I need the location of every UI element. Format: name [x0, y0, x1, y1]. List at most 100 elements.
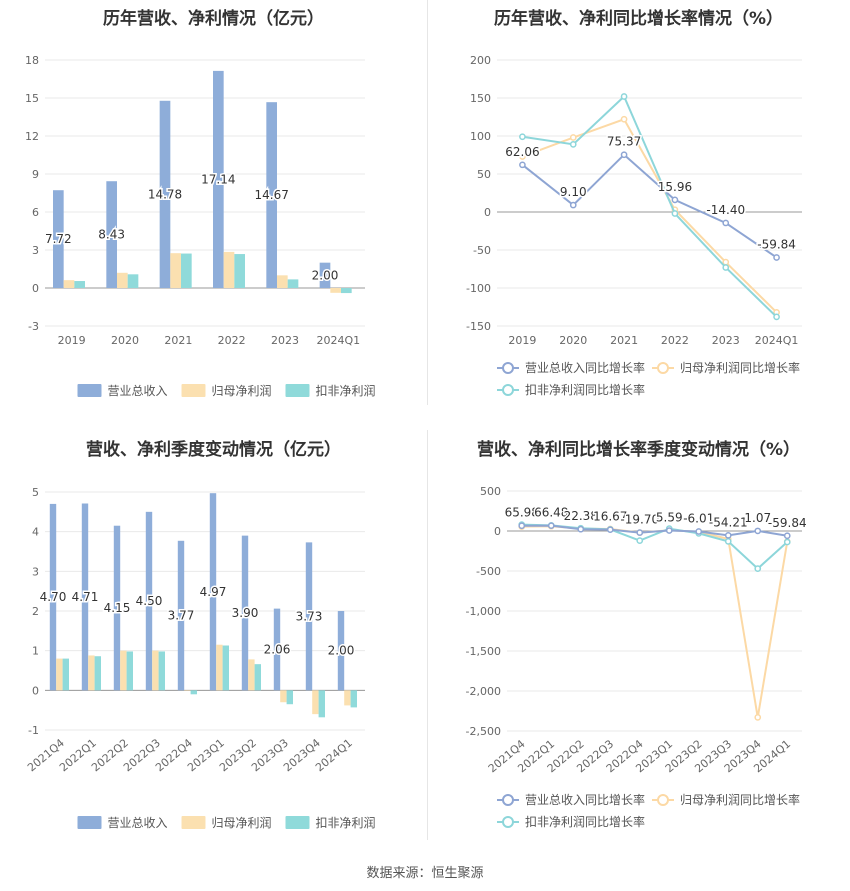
y-tick-label: 2: [32, 605, 39, 618]
data-point: [519, 133, 526, 141]
x-tick-label: 2019: [508, 334, 536, 347]
data-point: [620, 151, 628, 159]
bar: [341, 288, 352, 294]
x-tick-label: 2021: [610, 334, 638, 347]
bar: [170, 253, 181, 288]
bar: [94, 656, 101, 691]
data-label: 75.37: [607, 135, 641, 149]
bar: [56, 658, 63, 691]
legend-label: 归母净利润: [212, 384, 272, 398]
data-label: 15.96: [658, 180, 692, 194]
x-tick-label: 2019: [58, 334, 86, 347]
data-point: [724, 538, 732, 545]
data-point: [754, 527, 762, 535]
data-point: [620, 115, 628, 123]
legend-label: 归母净利润同比增长率: [680, 792, 800, 807]
y-tick-label: -1,500: [466, 645, 501, 658]
data-label: 4.71: [72, 590, 99, 604]
legend-marker: [502, 362, 514, 374]
bar: [177, 540, 185, 691]
data-point: [569, 141, 577, 148]
bar: [330, 288, 341, 293]
legend-marker: [502, 816, 514, 828]
series-line: [521, 525, 789, 718]
data-source-label: 数据来源：恒生聚源: [366, 866, 484, 881]
bar: [74, 281, 85, 288]
series-line: [522, 94, 778, 318]
bar: [127, 274, 139, 288]
legend-swatch: [285, 384, 310, 397]
annual-revenue-profit-chart: -3 0 3 6 9 12 15 18 2019 2020 2021 2022 2023 2024Q1 7.…: [25, 54, 376, 398]
vertical-divider-bottom: [427, 430, 428, 840]
data-label: 66.48: [534, 506, 568, 520]
y-tick-label: 4: [32, 526, 39, 539]
bar: [277, 275, 288, 288]
x-tick-label: 2024Q1: [313, 736, 355, 774]
chart-title: 历年营收、净利情况（亿元）: [103, 9, 324, 29]
data-label: -14.40: [706, 203, 745, 217]
data-label: 65.98: [505, 506, 539, 520]
y-tick-label: -50: [473, 244, 491, 257]
data-label: 4.97: [200, 585, 227, 599]
y-tick-label: 150: [470, 92, 491, 105]
data-label: 22.38: [564, 509, 598, 523]
legend-swatch: [77, 384, 102, 397]
vertical-divider-top: [427, 0, 428, 405]
data-label: 8.43: [98, 228, 125, 242]
data-label: 4.15: [104, 601, 131, 615]
y-tick-label: -2,500: [466, 725, 501, 738]
bar: [216, 644, 223, 691]
quarterly-revenue-profit-chart: -10123452021Q42022Q12022Q22022Q32022Q420…: [25, 486, 375, 830]
y-tick-label: 500: [480, 485, 501, 498]
data-point: [620, 93, 628, 100]
x-tick-label: 2022: [661, 334, 689, 347]
y-tick-label: -1,000: [466, 605, 501, 618]
data-point: [722, 258, 730, 266]
y-tick-label: 6: [32, 206, 39, 219]
bar: [337, 611, 345, 691]
bar: [209, 493, 217, 691]
bar: [120, 650, 127, 691]
bar: [318, 690, 325, 718]
x-tick-label: 2024Q1: [317, 334, 361, 347]
bar: [145, 511, 153, 691]
bar: [181, 253, 192, 288]
y-tick-label: 0: [32, 282, 39, 295]
y-tick-label: 0: [484, 206, 491, 219]
data-label: 16.67: [593, 510, 627, 524]
y-tick-label: 0: [494, 525, 501, 538]
data-point: [724, 531, 732, 539]
bar: [241, 535, 249, 691]
y-tick-label: 0: [32, 684, 39, 697]
bar: [159, 100, 171, 288]
quarterly-revenue-profit-panel: 营收、净利季度变动情况（亿元） -1 0 1 2 3 4 5 2021Q4 2022Q1 2022…: [0, 425, 427, 850]
x-tick-label: 2022: [218, 334, 246, 347]
legend-swatch: [77, 816, 102, 829]
bar: [254, 664, 261, 691]
data-label: -19.70: [620, 513, 659, 527]
data-label: 5.59: [656, 511, 683, 525]
legend-marker: [657, 794, 669, 806]
data-label: 1.07: [744, 511, 771, 525]
legend-label: 归母净利润: [212, 816, 272, 830]
y-tick-label: 3: [32, 565, 39, 578]
bar: [287, 279, 299, 288]
legend-label: 扣非净利润: [316, 384, 376, 398]
x-tick-label: 2020: [111, 334, 139, 347]
bar: [88, 655, 95, 691]
bar: [53, 190, 64, 288]
data-point: [547, 522, 555, 530]
y-tick-label: -150: [466, 320, 491, 333]
legend-label: 扣非净利润同比增长率: [525, 814, 645, 829]
bar: [63, 280, 75, 288]
legend-label: 营业总收入同比增长率: [525, 360, 645, 375]
bar: [213, 70, 224, 288]
data-label: -6.01: [683, 511, 714, 525]
bar: [223, 251, 235, 288]
data-point: [783, 538, 791, 546]
data-point: [671, 196, 679, 204]
annual-revenue-profit-panel: 历年营收、净利情况（亿元） -3 0 3 6 9 12 15 18 2019 2020 2021 20…: [0, 0, 427, 420]
x-tick-label: 2021: [164, 334, 192, 347]
data-point: [518, 522, 526, 530]
data-label: 2.00: [312, 268, 339, 282]
